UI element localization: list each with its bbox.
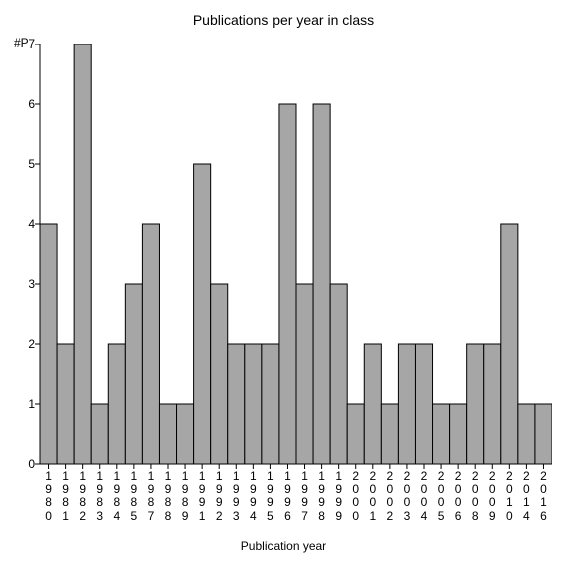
bar — [245, 344, 262, 464]
bar — [125, 284, 142, 464]
x-tick-label: 1981 — [60, 470, 72, 523]
x-tick-label: 1983 — [94, 470, 106, 523]
y-tick-label: 2 — [15, 337, 35, 351]
x-tick-label: 1994 — [247, 470, 259, 523]
x-tick-label: 2003 — [401, 470, 413, 523]
x-tick-label: 1985 — [128, 470, 140, 523]
x-tick-label: 2001 — [367, 470, 379, 523]
x-tick-label: 1991 — [196, 470, 208, 523]
x-tick-label: 1999 — [333, 470, 345, 523]
bar — [211, 284, 228, 464]
x-tick-label: 2005 — [435, 470, 447, 523]
x-tick-label: 2016 — [537, 470, 549, 523]
bar — [108, 344, 125, 464]
bar — [364, 344, 381, 464]
y-tick-label: 0 — [15, 457, 35, 471]
x-tick-label: 1982 — [77, 470, 89, 523]
y-tick-label: 1 — [15, 397, 35, 411]
bar — [415, 344, 432, 464]
x-tick-label: 2004 — [418, 470, 430, 523]
chart-svg — [34, 44, 552, 470]
x-tick-label: 1984 — [111, 470, 123, 523]
bar — [433, 404, 450, 464]
x-tick-label: 1980 — [43, 470, 55, 523]
bar — [177, 404, 194, 464]
bar — [194, 164, 211, 464]
x-tick-label: 2006 — [452, 470, 464, 523]
bar — [484, 344, 501, 464]
bar — [501, 224, 518, 464]
bar — [381, 404, 398, 464]
y-tick-label: 5 — [15, 157, 35, 171]
bar — [57, 344, 74, 464]
x-tick-label: 1992 — [213, 470, 225, 523]
y-tick-label: 4 — [15, 217, 35, 231]
bar — [142, 224, 159, 464]
x-tick-label: 2009 — [486, 470, 498, 523]
x-tick-label: 2010 — [503, 470, 515, 523]
bar — [159, 404, 176, 464]
bar — [74, 44, 91, 464]
bar — [398, 344, 415, 464]
x-tick-label: 1996 — [281, 470, 293, 523]
x-tick-label: 1988 — [162, 470, 174, 523]
x-axis-label: Publication year — [0, 539, 567, 553]
bar — [518, 404, 535, 464]
bar — [347, 404, 364, 464]
bar — [40, 224, 57, 464]
bar — [91, 404, 108, 464]
y-tick-label: 3 — [15, 277, 35, 291]
x-tick-label: 1997 — [299, 470, 311, 523]
x-tick-label: 1987 — [145, 470, 157, 523]
bar — [228, 344, 245, 464]
plot-area — [40, 44, 552, 464]
bar — [330, 284, 347, 464]
x-tick-label: 2000 — [350, 470, 362, 523]
x-tick-label: 1998 — [316, 470, 328, 523]
chart-title: Publications per year in class — [0, 12, 567, 28]
x-tick-label: 2014 — [520, 470, 532, 523]
bar — [296, 284, 313, 464]
x-tick-label: 2002 — [384, 470, 396, 523]
x-tick-label: 1995 — [264, 470, 276, 523]
bar — [313, 104, 330, 464]
x-tick-label: 1993 — [230, 470, 242, 523]
bar — [262, 344, 279, 464]
chart-container: Publications per year in class #P Public… — [0, 0, 567, 567]
y-tick-label: 6 — [15, 97, 35, 111]
bar — [279, 104, 296, 464]
x-tick-label: 1989 — [179, 470, 191, 523]
x-tick-label: 2008 — [469, 470, 481, 523]
y-tick-label: 7 — [15, 37, 35, 51]
bar — [535, 404, 552, 464]
bar — [450, 404, 467, 464]
bar — [467, 344, 484, 464]
